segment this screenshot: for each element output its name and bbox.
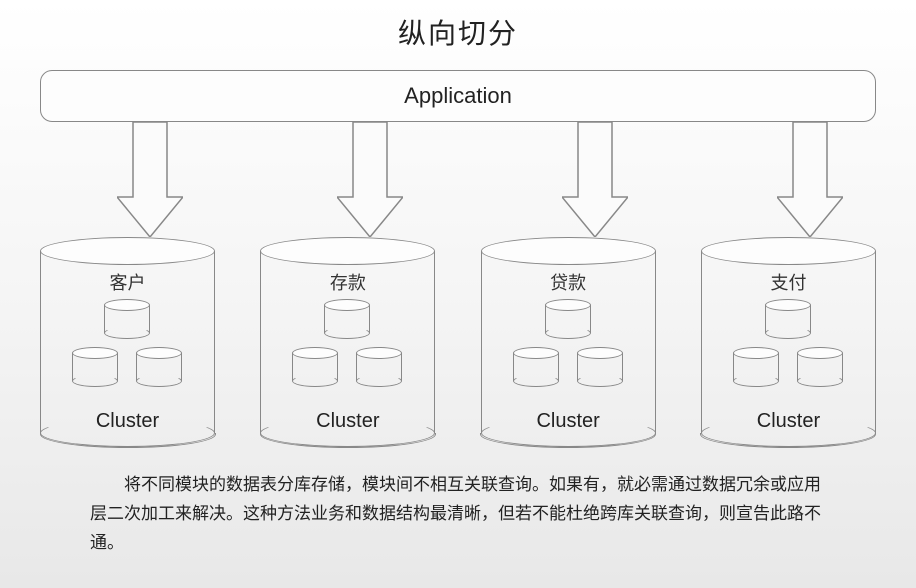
cluster-cylinder-0: 客户 Cluster	[40, 237, 215, 447]
cluster-title: 贷款	[481, 269, 656, 295]
mini-db-icon	[765, 299, 811, 339]
cluster-cylinder-3: 支付 Cluster	[701, 237, 876, 447]
mini-db-group	[260, 299, 435, 399]
cluster-title: 客户	[40, 269, 215, 295]
mini-db-group	[40, 299, 215, 399]
mini-db-icon	[577, 347, 623, 387]
mini-db-icon	[545, 299, 591, 339]
down-arrow-2	[562, 122, 628, 242]
caption-text: 将不同模块的数据表分库存储，模块间不相互关联查询。如果有，就必需通过数据冗余或应…	[90, 471, 826, 558]
cluster-title: 存款	[260, 269, 435, 295]
mini-db-group	[701, 299, 876, 399]
cluster-title: 支付	[701, 269, 876, 295]
mini-db-icon	[513, 347, 559, 387]
arrows-row	[40, 122, 876, 237]
mini-db-icon	[356, 347, 402, 387]
page-title: 纵向切分	[0, 0, 916, 60]
down-arrow-3	[777, 122, 843, 242]
mini-db-icon	[136, 347, 182, 387]
cluster-cylinder-2: 贷款 Cluster	[481, 237, 656, 447]
application-box: Application	[40, 70, 876, 122]
application-label: Application	[404, 83, 512, 108]
cluster-cylinder-1: 存款 Cluster	[260, 237, 435, 447]
cluster-footer: Cluster	[701, 410, 876, 433]
mini-db-icon	[292, 347, 338, 387]
down-arrow-1	[337, 122, 403, 242]
cluster-footer: Cluster	[260, 410, 435, 433]
mini-db-icon	[104, 299, 150, 339]
mini-db-icon	[733, 347, 779, 387]
mini-db-icon	[797, 347, 843, 387]
cluster-footer: Cluster	[40, 410, 215, 433]
cluster-footer: Cluster	[481, 410, 656, 433]
clusters-row: 客户 Cluster 存款 Cluster 贷款 Cluster 支付 Cluster	[40, 237, 876, 447]
mini-db-group	[481, 299, 656, 399]
mini-db-icon	[324, 299, 370, 339]
mini-db-icon	[72, 347, 118, 387]
down-arrow-0	[117, 122, 183, 242]
